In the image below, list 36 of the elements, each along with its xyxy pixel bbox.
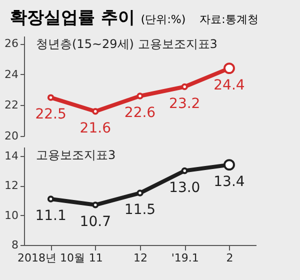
text: 11.1 [35,208,66,224]
x-tick-label: 2 [226,252,234,264]
text: (단위:%) [140,13,186,26]
data-label: 22.6 [124,105,156,121]
text: 자료:통계청 [200,13,258,26]
point [136,190,144,196]
y-tick-label: 8 [12,238,18,252]
y-tick-label: 24 [4,68,18,81]
point [181,167,188,174]
data-label: 23.2 [169,96,200,112]
text: 13.4 [214,174,245,190]
text: 13.0 [169,180,200,196]
y-tick-label: 10 [4,208,18,222]
text: 10.7 [80,214,111,230]
y-tick-label: 14 [4,149,18,162]
point [181,83,188,90]
data-label: 22.5 [35,106,66,123]
point [136,92,144,100]
point [47,196,54,202]
y-tick-label: 20 [4,130,18,142]
x-tick-label: 11 [88,252,103,264]
chart-title: 확장실업률 추이 [10,8,135,28]
x-tick-label: 2018년 10월 [18,252,86,264]
y-tick-label: 22 [4,98,18,112]
data-label: 21.6 [80,120,112,136]
data-label: 24.4 [214,77,245,94]
text: 고용보조지표3 [36,148,116,162]
y-tick-label: 12 [4,179,18,192]
point [47,94,54,101]
y-tick-label: 26 [4,37,18,50]
text: 11.5 [124,202,156,218]
x-tick-label: '19.1 [171,252,199,264]
point [92,202,99,208]
point [92,108,99,115]
x-tick-label: 12 [134,252,148,264]
series-label: 청년층(15~29세) 고용보조지표3 [36,37,218,51]
